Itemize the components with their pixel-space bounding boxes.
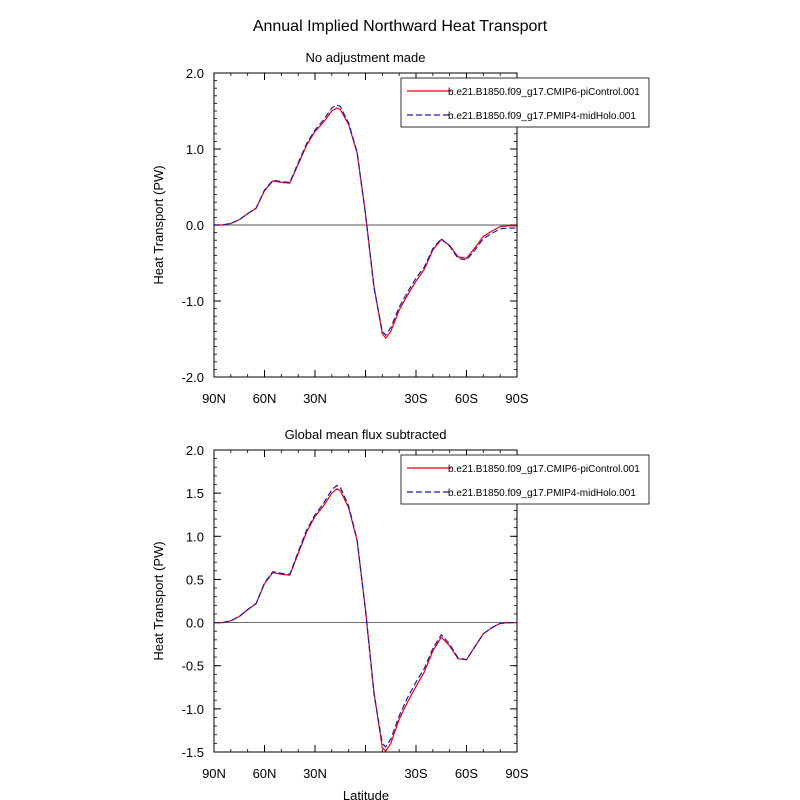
legend-entry: b.e21.B1850.f09_g17.CMIP6-piControl.001 <box>448 464 640 475</box>
legend-box <box>400 454 650 505</box>
y-tick-label: 0.5 <box>186 572 204 587</box>
y-tick-label: -1.5 <box>182 745 204 760</box>
x-tick-label: 60N <box>253 766 277 781</box>
x-tick-label: 30S <box>404 766 427 781</box>
x-tick-label: 30S <box>404 391 427 406</box>
legend: b.e21.B1850.f09_g17.CMIP6-piControl.001b… <box>400 77 650 128</box>
x-tick-label: 30N <box>303 766 327 781</box>
x-tick-label: 60S <box>455 766 478 781</box>
y-tick-label: -1.0 <box>182 294 204 309</box>
x-tick-label: 90N <box>202 391 226 406</box>
series-line-midholo <box>214 484 517 748</box>
x-tick-label: 60S <box>455 391 478 406</box>
panel-subtitle: Global mean flux subtracted <box>285 427 447 442</box>
y-tick-label: -2.0 <box>182 370 204 385</box>
panel-subtitle: No adjustment made <box>306 50 426 65</box>
y-axis-label: Heat Transport (PW) <box>151 541 166 660</box>
y-tick-label: 0.0 <box>186 218 204 233</box>
y-tick-label: -1.0 <box>182 702 204 717</box>
y-tick-label: 1.5 <box>186 486 204 501</box>
plot-frame <box>213 449 518 753</box>
y-tick-label: 2.0 <box>186 443 204 458</box>
y-tick-label: 0.0 <box>186 616 204 631</box>
y-tick-label: 2.0 <box>186 66 204 81</box>
x-tick-label: 90N <box>202 766 226 781</box>
x-tick-label: 90S <box>505 391 528 406</box>
series-line-midholo <box>214 104 517 336</box>
x-tick-label: 60N <box>253 391 277 406</box>
plot-frame <box>213 72 518 378</box>
y-axis-label: Heat Transport (PW) <box>151 165 166 284</box>
series-line-picontrol <box>214 488 517 752</box>
y-tick-label: 1.0 <box>186 142 204 157</box>
figure-title: Annual Implied Northward Heat Transport <box>253 18 548 35</box>
x-tick-label: 90S <box>505 766 528 781</box>
legend-entry: b.e21.B1850.f09_g17.PMIP4-midHolo.001 <box>448 488 636 499</box>
panel-no-adjustment: No adjustment made -2.0 -1.0 0.0 1.0 2.0 90N 60… <box>151 50 650 406</box>
y-tick-label: -0.5 <box>182 659 204 674</box>
legend: b.e21.B1850.f09_g17.CMIP6-piControl.001b… <box>400 454 650 505</box>
legend-box <box>400 77 650 128</box>
series-line-picontrol <box>214 107 517 339</box>
legend-entry: b.e21.B1850.f09_g17.CMIP6-piControl.001 <box>448 87 640 98</box>
x-tick-label: 30N <box>303 391 327 406</box>
y-tick-label: 1.0 <box>186 529 204 544</box>
panel-global-mean-subtracted: Global mean flux subtracted -1.5 -1.0 -0.5 0… <box>151 427 650 781</box>
legend-entry: b.e21.B1850.f09_g17.PMIP4-midHolo.001 <box>448 111 636 122</box>
x-axis-label: Latitude <box>343 788 389 800</box>
